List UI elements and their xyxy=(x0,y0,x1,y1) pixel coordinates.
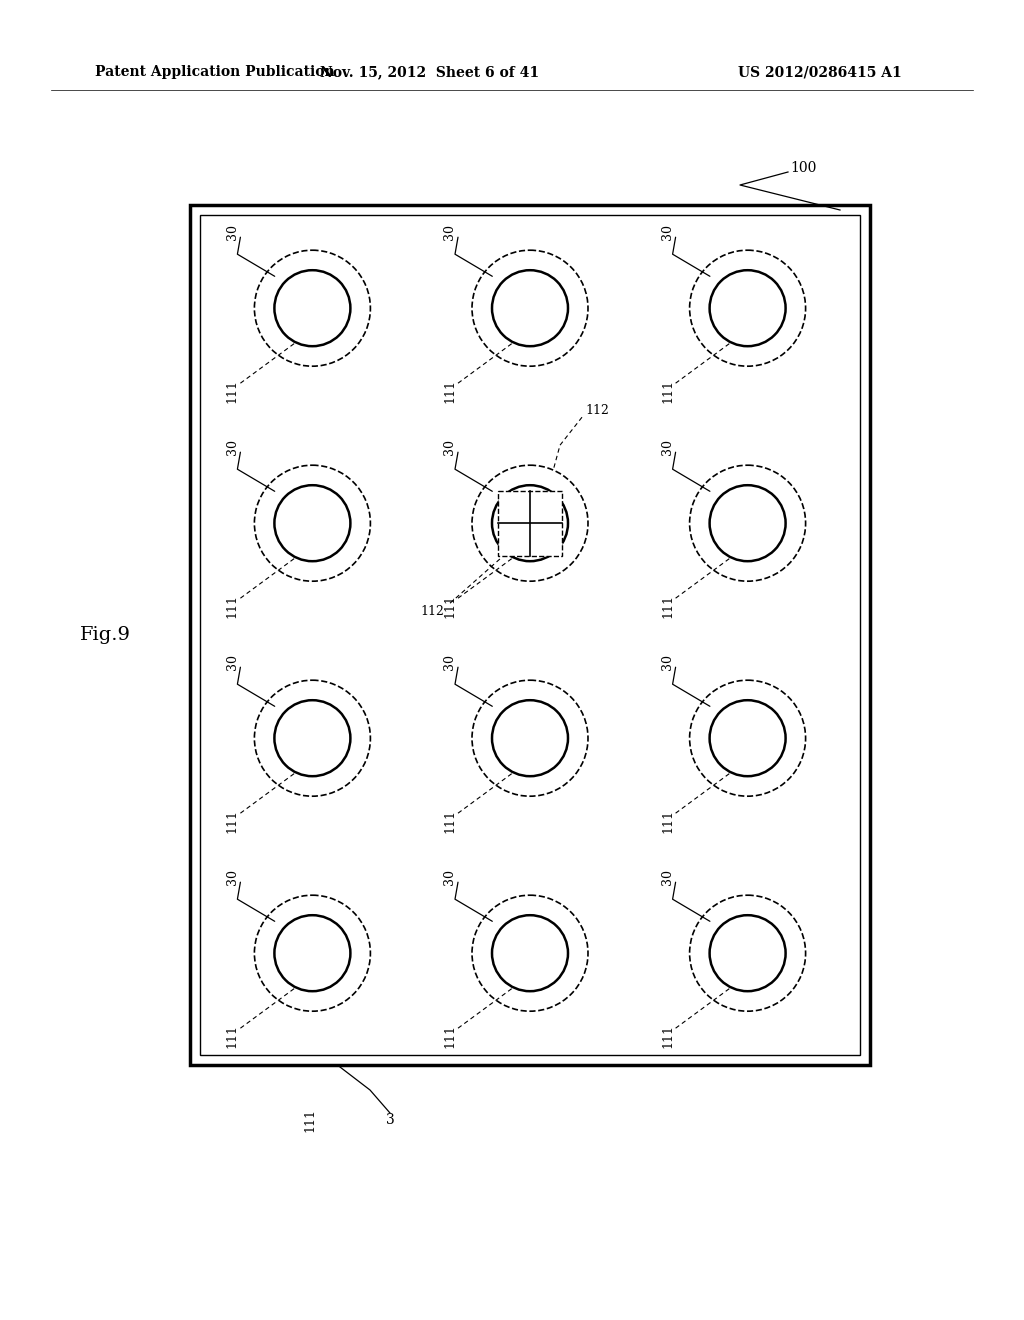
Circle shape xyxy=(689,465,806,581)
Circle shape xyxy=(472,251,588,366)
Circle shape xyxy=(254,465,371,581)
Text: 30: 30 xyxy=(443,655,457,671)
Text: 30: 30 xyxy=(662,869,674,886)
Text: 111: 111 xyxy=(662,809,674,833)
Text: Patent Application Publication: Patent Application Publication xyxy=(95,65,335,79)
Circle shape xyxy=(274,915,350,991)
Circle shape xyxy=(472,895,588,1011)
Text: 30: 30 xyxy=(662,440,674,455)
Circle shape xyxy=(689,895,806,1011)
Text: 111: 111 xyxy=(662,379,674,403)
Circle shape xyxy=(492,700,568,776)
Text: 111: 111 xyxy=(662,1024,674,1048)
Text: 30: 30 xyxy=(443,869,457,886)
Text: US 2012/0286415 A1: US 2012/0286415 A1 xyxy=(738,65,902,79)
Text: 111: 111 xyxy=(443,809,457,833)
Circle shape xyxy=(689,680,806,796)
Circle shape xyxy=(254,680,371,796)
Circle shape xyxy=(710,271,785,346)
Text: Fig.9: Fig.9 xyxy=(80,626,130,644)
Circle shape xyxy=(274,486,350,561)
Circle shape xyxy=(254,251,371,366)
Text: 112: 112 xyxy=(585,404,609,417)
Bar xyxy=(200,215,860,1055)
Text: 111: 111 xyxy=(443,1024,457,1048)
Text: 100: 100 xyxy=(790,161,816,176)
Text: 111: 111 xyxy=(226,1024,239,1048)
Text: Nov. 15, 2012  Sheet 6 of 41: Nov. 15, 2012 Sheet 6 of 41 xyxy=(321,65,540,79)
Circle shape xyxy=(472,465,588,581)
Text: 30: 30 xyxy=(226,655,239,671)
Circle shape xyxy=(710,700,785,776)
Text: 3: 3 xyxy=(386,1113,394,1127)
Circle shape xyxy=(710,486,785,561)
Bar xyxy=(498,491,562,556)
Circle shape xyxy=(492,915,568,991)
Text: 111: 111 xyxy=(443,594,457,618)
Text: 111: 111 xyxy=(226,594,239,618)
Text: 30: 30 xyxy=(662,655,674,671)
Circle shape xyxy=(274,271,350,346)
Text: 111: 111 xyxy=(226,809,239,833)
Text: 30: 30 xyxy=(226,224,239,240)
Circle shape xyxy=(689,251,806,366)
Bar xyxy=(190,205,870,1065)
Text: 111: 111 xyxy=(662,594,674,618)
Text: 111: 111 xyxy=(226,379,239,403)
Circle shape xyxy=(254,895,371,1011)
Text: 30: 30 xyxy=(226,869,239,886)
Text: 30: 30 xyxy=(662,224,674,240)
Circle shape xyxy=(274,700,350,776)
Text: 111: 111 xyxy=(303,1107,316,1133)
Text: 112: 112 xyxy=(420,605,444,618)
Text: 111: 111 xyxy=(443,379,457,403)
Circle shape xyxy=(710,915,785,991)
Circle shape xyxy=(492,486,568,561)
Text: 30: 30 xyxy=(443,440,457,455)
Circle shape xyxy=(492,271,568,346)
Text: 30: 30 xyxy=(443,224,457,240)
Circle shape xyxy=(472,680,588,796)
Text: 30: 30 xyxy=(226,440,239,455)
